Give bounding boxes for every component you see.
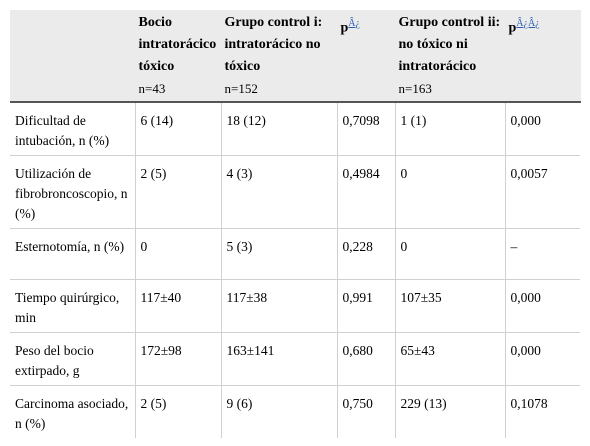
table-cell: 18 (12) bbox=[221, 102, 338, 156]
header-cell-p1: pÂ¿ bbox=[337, 10, 396, 102]
table-cell: 117±40 bbox=[135, 279, 222, 333]
table-cell: 0,000 bbox=[505, 279, 580, 333]
table-cell: 0 bbox=[135, 228, 222, 280]
table-cell: 2 (5) bbox=[135, 385, 222, 438]
table-cell: 0,991 bbox=[337, 279, 396, 333]
table-row: Tiempo quirúrgico, min 117±40 117±38 0,9… bbox=[10, 279, 580, 333]
table-cell: 2 (5) bbox=[135, 155, 222, 229]
table-cell: 0,750 bbox=[337, 385, 396, 438]
table-cell: 0,680 bbox=[337, 332, 396, 386]
table-cell: 107±35 bbox=[395, 279, 506, 333]
row-label: Dificultad de intubación, n (%) bbox=[10, 102, 136, 156]
header-cell-control-ii: Grupo control ii: no tóxico ni intratorá… bbox=[395, 10, 506, 102]
table-cell: 0,0057 bbox=[505, 155, 580, 229]
table-cell: 229 (13) bbox=[395, 385, 506, 438]
header-cell-empty bbox=[10, 10, 136, 102]
table-cell: 117±38 bbox=[221, 279, 338, 333]
table-cell: 0,4984 bbox=[337, 155, 396, 229]
footnote-ref: Â¿ bbox=[348, 16, 360, 29]
table-cell: 163±141 bbox=[221, 332, 338, 386]
table-header: Bocio intratorácico tóxico n=43 Grupo co… bbox=[10, 10, 581, 102]
footnote-link[interactable]: Â¿ bbox=[348, 18, 360, 29]
table-cell: 0,228 bbox=[337, 228, 396, 280]
data-table: Bocio intratorácico tóxico n=43 Grupo co… bbox=[10, 10, 581, 438]
header-title: p bbox=[340, 20, 349, 36]
row-label: Tiempo quirúrgico, min bbox=[10, 279, 136, 333]
table-row: Carcinoma asociado, n (%) 2 (5) 9 (6) 0,… bbox=[10, 385, 580, 438]
table-row: Peso del bocio extirpado, g 172±98 163±1… bbox=[10, 332, 580, 386]
table-cell: 1 (1) bbox=[395, 102, 506, 156]
table-cell: 0 bbox=[395, 228, 506, 280]
header-title: Grupo control i: intratorácico no tóxico bbox=[224, 15, 323, 74]
table-cell: 0,1078 bbox=[510, 396, 548, 411]
row-label: Esternotomía, n (%) bbox=[10, 228, 136, 280]
header-count: n=163 bbox=[398, 81, 432, 96]
header-row: Bocio intratorácico tóxico n=43 Grupo co… bbox=[10, 10, 581, 102]
table-cell: 5 (3) bbox=[221, 228, 338, 280]
table-cell: 0,7098 bbox=[337, 102, 396, 156]
table-cell: 9 (6) bbox=[221, 385, 338, 438]
table-cell: 6 (14) bbox=[135, 102, 222, 156]
table-cell: 65±43 bbox=[395, 332, 506, 386]
table-row: Utilización de fibrobroncoscopio, n (%) … bbox=[10, 155, 580, 229]
footnote-link[interactable]: Â¿Â¿ bbox=[516, 18, 540, 29]
data-table-container: Bocio intratorácico tóxico n=43 Grupo co… bbox=[10, 10, 581, 438]
header-count: n=43 bbox=[138, 81, 166, 96]
table-row: Dificultad de intubación, n (%) 6 (14) 1… bbox=[10, 102, 580, 156]
header-cell-control-i: Grupo control i: intratorácico no tóxico… bbox=[221, 10, 338, 102]
row-label: Carcinoma asociado, n (%) bbox=[10, 385, 136, 438]
table-cell: – bbox=[505, 228, 580, 280]
header-cell-p2: pÂ¿Â¿ bbox=[505, 10, 581, 102]
header-title: Grupo control ii: no tóxico ni intratorá… bbox=[398, 15, 501, 74]
table-body: Dificultad de intubación, n (%) 6 (14) 1… bbox=[10, 102, 580, 438]
table-cell: 4 (3) bbox=[221, 155, 338, 229]
table-cell: 0,000 bbox=[505, 332, 580, 386]
header-cell-toxic-goiter: Bocio intratorácico tóxico n=43 bbox=[135, 10, 222, 102]
table-cell: 0 bbox=[395, 155, 506, 229]
header-count: n=152 bbox=[224, 81, 258, 96]
row-label: Utilización de fibrobroncoscopio, n (%) bbox=[10, 155, 136, 229]
footnote-ref: Â¿Â¿ bbox=[516, 16, 539, 29]
table-cell: 172±98 bbox=[135, 332, 222, 386]
header-title: Bocio intratorácico tóxico bbox=[138, 15, 217, 74]
table-cell: 0,000 bbox=[505, 102, 580, 156]
header-title: p bbox=[508, 20, 517, 36]
table-row: Esternotomía, n (%) 0 5 (3) 0,228 0 – bbox=[10, 228, 580, 280]
row-label: Peso del bocio extirpado, g bbox=[10, 332, 136, 386]
